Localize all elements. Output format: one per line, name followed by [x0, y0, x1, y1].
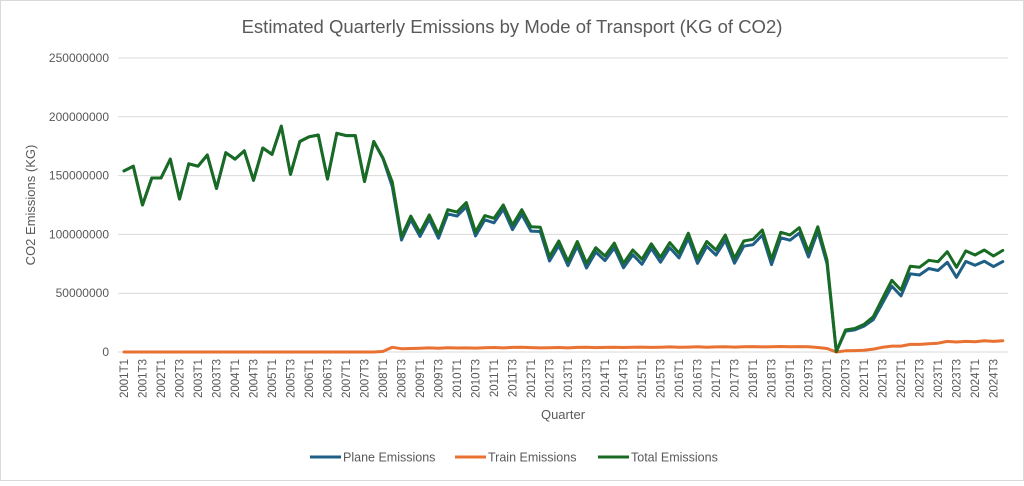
legend: Plane Emissions Train Emissions Total Emis… — [310, 451, 718, 465]
x-tick-label: 2008T1 — [378, 359, 390, 398]
x-tick-label: 2019T3 — [804, 359, 816, 398]
x-tick-label: 2004T3 — [249, 359, 261, 398]
x-tick-label: 2009T1 — [415, 359, 427, 398]
x-tick-label: 2010T3 — [471, 359, 483, 398]
legend-label: Plane Emissions — [343, 451, 435, 465]
x-tick-label: 2005T1 — [267, 359, 279, 398]
x-tick-label: 2001T1 — [119, 359, 131, 398]
x-tick-label: 2018T3 — [767, 359, 779, 398]
x-tick-label: 2010T1 — [452, 359, 464, 398]
x-tick-label: 2014T3 — [619, 359, 631, 398]
x-tick-label: 2007T1 — [341, 359, 353, 398]
x-tick-label: 2024T3 — [989, 359, 1001, 398]
x-tick-label: 2020T1 — [822, 359, 834, 398]
x-tick-label: 2012T1 — [526, 359, 538, 398]
x-tick-label: 2014T1 — [600, 359, 612, 398]
x-tick-label: 2021T3 — [878, 359, 890, 398]
x-tick-label: 2005T3 — [286, 359, 298, 398]
x-tick-label: 2006T3 — [323, 359, 335, 398]
x-tick-label: 2023T1 — [933, 359, 945, 398]
x-tick-label: 2013T3 — [582, 359, 594, 398]
x-tick-label: 2017T1 — [711, 359, 723, 398]
x-tick-label: 2015T3 — [656, 359, 668, 398]
x-tick-label: 2015T1 — [637, 359, 649, 398]
x-tick-label: 2018T1 — [748, 359, 760, 398]
x-axis-title: Quarter — [541, 407, 586, 422]
y-tick-label: 100000000 — [49, 227, 109, 241]
x-tick-label: 2020T3 — [841, 359, 853, 398]
x-tick-label: 2003T1 — [193, 359, 205, 398]
x-tick-label: 2002T3 — [175, 359, 187, 398]
x-tick-label: 2004T1 — [230, 359, 242, 398]
y-tick-label: 150000000 — [49, 169, 109, 183]
y-tick-label: 200000000 — [49, 110, 109, 124]
y-tick-label: 250000000 — [49, 51, 109, 65]
x-tick-label: 2016T1 — [674, 359, 686, 398]
x-tick-label: 2017T3 — [730, 359, 742, 398]
x-tick-label: 2011T1 — [489, 359, 501, 397]
y-axis-title: CO2 Emissions (KG) — [23, 145, 38, 266]
x-tick-label: 2001T3 — [138, 359, 150, 398]
x-tick-label: 2008T3 — [397, 359, 409, 398]
x-tick-label: 2009T3 — [434, 359, 446, 398]
x-tick-label: 2002T1 — [156, 359, 168, 398]
legend-label: Train Emissions — [488, 451, 576, 465]
chart-title: Estimated Quarterly Emissions by Mode of… — [242, 16, 783, 37]
x-tick-label: 2022T1 — [896, 359, 908, 398]
x-tick-label: 2013T1 — [563, 359, 575, 398]
x-tick-label: 2006T1 — [304, 359, 316, 398]
y-tick-label: 50000000 — [56, 286, 110, 300]
x-tick-label: 2007T3 — [360, 359, 372, 398]
x-tick-label: 2011T3 — [508, 359, 520, 397]
x-tick-label: 2023T3 — [952, 359, 964, 398]
x-tick-label: 2021T1 — [859, 359, 871, 398]
x-tick-label: 2019T1 — [785, 359, 797, 398]
x-tick-label: 2016T3 — [693, 359, 705, 398]
x-tick-label: 2012T3 — [545, 359, 557, 398]
x-tick-label: 2024T1 — [970, 359, 982, 398]
x-tick-label: 2003T3 — [212, 359, 224, 398]
x-tick-label: 2022T3 — [915, 359, 927, 398]
legend-label: Total Emissions — [631, 451, 718, 465]
y-tick-label: 0 — [102, 345, 109, 359]
